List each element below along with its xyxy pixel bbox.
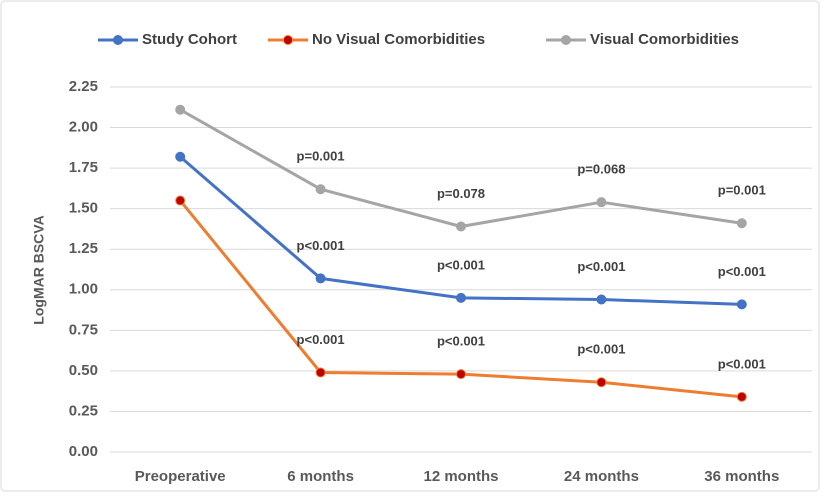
point bbox=[736, 391, 747, 402]
legend-marker bbox=[561, 35, 571, 45]
y-tick-label: 1.75 bbox=[69, 159, 98, 176]
p-value-label: p<0.001 bbox=[577, 342, 625, 357]
y-tick-label: 1.00 bbox=[69, 281, 98, 298]
point bbox=[736, 218, 747, 229]
point bbox=[596, 377, 607, 388]
y-axis-title: LogMAR BSCVA bbox=[31, 215, 47, 324]
p-value-label: p<0.001 bbox=[577, 259, 625, 274]
p-value-label: p=0.001 bbox=[297, 149, 345, 164]
x-tick-label: 24 months bbox=[564, 468, 639, 485]
y-tick-label: 1.50 bbox=[69, 200, 98, 217]
legend-marker bbox=[283, 35, 293, 45]
point bbox=[175, 195, 186, 206]
p-value-label: p<0.001 bbox=[437, 334, 485, 349]
legend-marker bbox=[113, 35, 123, 45]
point bbox=[315, 273, 326, 284]
y-tick-label: 0.75 bbox=[69, 321, 98, 338]
x-tick-label: Preoperative bbox=[135, 468, 226, 485]
p-value-label: p<0.001 bbox=[718, 264, 766, 279]
point bbox=[736, 299, 747, 310]
point bbox=[315, 184, 326, 195]
x-tick-label: 36 months bbox=[704, 468, 779, 485]
x-tick-label: 6 months bbox=[287, 468, 354, 485]
point bbox=[456, 221, 466, 232]
legend-label: Study Cohort bbox=[142, 31, 237, 48]
y-tick-label: 0.25 bbox=[69, 402, 98, 419]
y-tick-label: 0.50 bbox=[69, 362, 98, 379]
y-tick-label: 2.25 bbox=[69, 78, 98, 95]
p-value-label: p=0.068 bbox=[577, 162, 625, 177]
p-value-label: p<0.001 bbox=[718, 356, 766, 371]
p-value-label: p<0.001 bbox=[297, 332, 345, 347]
p-value-label: p=0.001 bbox=[718, 183, 766, 198]
point bbox=[175, 104, 186, 115]
p-value-label: p<0.001 bbox=[297, 238, 345, 253]
point bbox=[456, 292, 466, 303]
point bbox=[315, 367, 326, 378]
p-value-label: p=0.078 bbox=[437, 186, 485, 201]
p-value-label: p<0.001 bbox=[437, 257, 485, 272]
legend-label: Visual Comorbidities bbox=[590, 31, 739, 48]
legend-label: No Visual Comorbidities bbox=[312, 31, 485, 48]
y-tick-label: 1.25 bbox=[69, 240, 98, 257]
x-tick-label: 12 months bbox=[423, 468, 498, 485]
point bbox=[596, 294, 607, 305]
point bbox=[456, 369, 466, 380]
y-tick-label: 2.00 bbox=[69, 119, 98, 136]
chart-border bbox=[0, 0, 820, 492]
point bbox=[175, 151, 186, 162]
point bbox=[596, 197, 607, 208]
y-tick-label: 0.00 bbox=[69, 443, 98, 460]
